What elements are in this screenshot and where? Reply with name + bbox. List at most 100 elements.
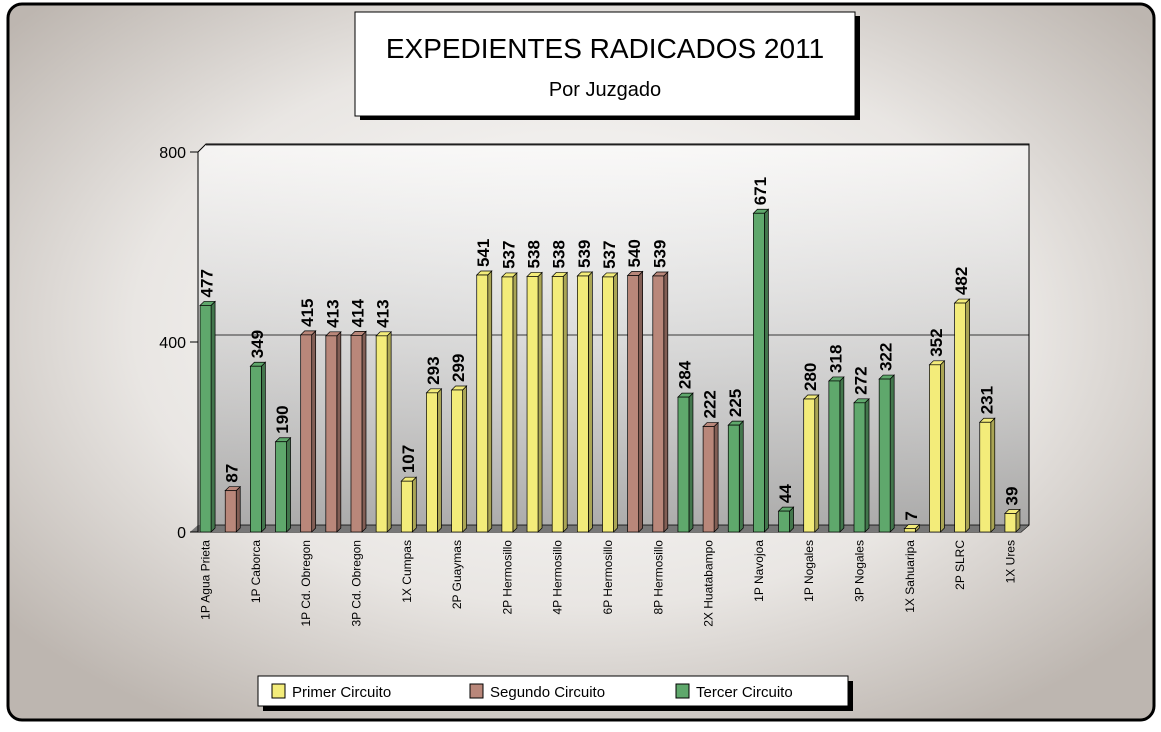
x-tick-label: 4P Hermosillo — [551, 540, 565, 615]
bar — [325, 335, 338, 533]
data-label: 293 — [424, 356, 443, 384]
data-label: 541 — [474, 239, 493, 267]
bar-side — [235, 485, 241, 533]
data-label: 537 — [600, 241, 619, 269]
bar-side — [411, 476, 417, 533]
bar-side — [688, 392, 694, 533]
bar-side — [210, 300, 216, 533]
bar — [979, 421, 992, 533]
bar — [476, 274, 489, 533]
data-label: 671 — [751, 177, 770, 205]
bar-side — [864, 397, 870, 533]
bar — [451, 389, 463, 533]
bar-side — [839, 376, 845, 533]
bar — [702, 426, 715, 533]
bar-side — [738, 420, 744, 533]
y-tick-label: 800 — [159, 145, 186, 162]
data-label: 413 — [374, 299, 393, 327]
bar — [828, 380, 841, 533]
bar — [250, 365, 262, 533]
bar — [602, 276, 614, 533]
x-tick-label: 1P Agua Prieta — [199, 540, 213, 620]
bar-side — [562, 271, 568, 533]
data-label: 413 — [323, 299, 342, 327]
bar-side — [814, 394, 820, 533]
y-tick-label: 0 — [177, 525, 186, 542]
data-label: 352 — [927, 328, 946, 356]
data-label: 539 — [575, 240, 594, 268]
chart-subtitle: Por Juzgado — [549, 79, 661, 101]
data-label: 39 — [1002, 487, 1021, 506]
bar-side — [286, 436, 291, 533]
bar — [426, 392, 438, 533]
bar-side — [663, 271, 669, 533]
data-label: 87 — [223, 464, 242, 483]
bar — [954, 302, 966, 533]
bar-side — [587, 271, 593, 533]
x-tick-label: 1P Cd. Obregon — [299, 540, 313, 627]
bar — [853, 402, 866, 533]
data-label: 231 — [977, 386, 996, 414]
bar — [300, 334, 313, 533]
legend-label: Segundo Circuito — [490, 684, 605, 701]
bar — [778, 510, 790, 533]
bar — [551, 276, 564, 533]
x-tick-label: 3P Cd. Obregon — [349, 540, 363, 627]
data-label: 415 — [298, 299, 317, 327]
data-label: 107 — [399, 445, 418, 473]
data-label: 272 — [852, 366, 871, 394]
data-label: 299 — [449, 354, 468, 382]
bar-side — [311, 330, 317, 533]
legend-swatch — [675, 683, 690, 699]
bar — [526, 276, 539, 533]
data-label: 280 — [801, 363, 820, 391]
bar — [576, 275, 589, 533]
bar — [501, 276, 514, 533]
bar-side — [336, 330, 342, 533]
x-tick-label: 6P Hermosillo — [601, 540, 615, 615]
title-box — [354, 11, 856, 117]
bar — [803, 398, 816, 533]
data-label: 414 — [348, 298, 367, 327]
data-label: 537 — [499, 241, 518, 269]
x-tick-label: 2P Guaymas — [450, 540, 464, 609]
bar — [903, 528, 916, 533]
bar-side — [487, 270, 493, 533]
bar-side — [261, 361, 266, 533]
x-tick-label: 2P SLRC — [953, 540, 967, 590]
data-label: 477 — [198, 269, 217, 297]
data-label: 538 — [550, 240, 569, 268]
bar — [627, 275, 640, 533]
data-label: 190 — [273, 405, 292, 433]
data-label: 44 — [776, 484, 795, 503]
data-label: 322 — [877, 343, 896, 371]
bar — [929, 364, 941, 533]
x-tick-label: 2P Hermosillo — [500, 540, 514, 615]
legend — [257, 675, 849, 707]
bar-side — [462, 385, 467, 533]
bar-side — [512, 272, 518, 533]
bar-side — [940, 359, 945, 533]
bar — [753, 212, 765, 533]
bar — [727, 424, 740, 533]
data-label: 539 — [650, 240, 669, 268]
x-tick-label: 3P Nogales — [853, 540, 867, 602]
legend-label: Primer Circuito — [292, 684, 391, 701]
bar — [350, 335, 363, 533]
data-label: 284 — [675, 360, 694, 389]
bar — [400, 480, 413, 533]
bar-side — [361, 330, 367, 533]
x-tick-label: 1P Nogales — [802, 540, 816, 602]
bar — [677, 396, 690, 533]
x-tick-label: 1P Caborca — [249, 540, 263, 603]
legend-swatch — [271, 683, 286, 699]
x-tick-label: 1X Sahuaripa — [903, 540, 917, 613]
bar — [224, 490, 237, 533]
data-label: 222 — [701, 390, 720, 418]
data-label: 225 — [726, 389, 745, 417]
legend-label: Tercer Circuito — [696, 684, 793, 701]
x-tick-label: 1X Cumpas — [400, 540, 414, 603]
chart-title: EXPEDIENTES RADICADOS 2011 — [386, 33, 824, 64]
y-tick-label: 400 — [159, 335, 186, 352]
data-label: 482 — [952, 267, 971, 295]
